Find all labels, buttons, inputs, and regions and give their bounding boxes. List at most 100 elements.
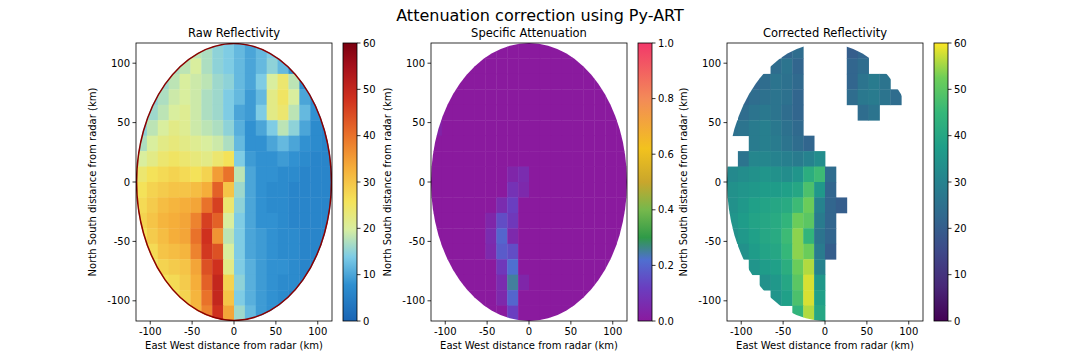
heat-cell: [583, 89, 594, 105]
heat-cell: [147, 120, 158, 136]
heat-cell: [749, 228, 760, 244]
plot-area: [136, 43, 332, 321]
heat-cell: [616, 120, 627, 136]
heat-cell: [573, 105, 584, 121]
heat-cell: [169, 259, 180, 275]
heat-cell: [169, 105, 180, 121]
heat-cell: [771, 213, 782, 229]
heat-cell: [234, 306, 245, 321]
heat-cell: [475, 120, 486, 136]
heat-cell: [605, 182, 616, 198]
heat-cell: [616, 105, 627, 121]
y-tick: [428, 241, 432, 242]
heat-cell: [267, 290, 278, 306]
heat-cell: [803, 167, 814, 183]
heat-cell: [518, 167, 529, 183]
heat-cell: [781, 105, 792, 121]
heat-cell: [321, 228, 332, 244]
heat-cell: [453, 105, 464, 121]
heat-cell: [760, 74, 771, 90]
heat-cell: [792, 43, 803, 59]
heat-cell: [267, 228, 278, 244]
heat-cell: [201, 244, 212, 260]
heat-cell: [180, 244, 191, 260]
heat-cell: [496, 228, 507, 244]
heat-cell: [781, 197, 792, 213]
heat-cell: [464, 89, 475, 105]
heat-cell: [496, 290, 507, 306]
heat-cell: [431, 182, 442, 198]
y-tick-label: -100: [698, 295, 721, 306]
heat-cell: [190, 228, 201, 244]
heat-cell: [760, 213, 771, 229]
heat-cell: [464, 167, 475, 183]
colorbar-tick: [357, 43, 361, 44]
heat-cell: [771, 151, 782, 167]
heat-cell: [562, 197, 573, 213]
heat-cell: [605, 213, 616, 229]
heat-cell: [605, 151, 616, 167]
heat-cell: [583, 167, 594, 183]
heat-cell: [278, 306, 289, 321]
heat-cell: [464, 259, 475, 275]
heat-cell: [814, 275, 825, 291]
heat-cell: [551, 306, 562, 321]
heat-cell: [507, 182, 518, 198]
heat-cell: [594, 244, 605, 260]
heat-cell: [792, 228, 803, 244]
heat-cell: [169, 182, 180, 198]
y-tick: [724, 122, 728, 123]
y-tick: [428, 122, 432, 123]
heat-cell: [180, 74, 191, 90]
heat-cell: [475, 43, 486, 59]
heat-cell: [760, 151, 771, 167]
heat-cell: [529, 182, 540, 198]
heat-cell: [858, 43, 869, 59]
heat-cell: [496, 213, 507, 229]
heat-cell: [792, 105, 803, 121]
heat-cell: [190, 136, 201, 152]
heat-cell: [551, 213, 562, 229]
heat-cell: [223, 89, 234, 105]
colorbar-tick-label: 0: [363, 316, 369, 327]
heat-cell: [518, 58, 529, 74]
x-tick-label: 0: [822, 326, 828, 337]
heat-cell: [485, 105, 496, 121]
heat-cell: [727, 182, 738, 198]
heat-cell: [781, 244, 792, 260]
heat-cell: [464, 58, 475, 74]
heat-cell: [540, 275, 551, 291]
colorbar-tick-label: 20: [363, 223, 376, 234]
heat-cell: [792, 197, 803, 213]
heat-cell: [803, 213, 814, 229]
y-tick: [724, 241, 728, 242]
colorbar-tick: [652, 98, 656, 99]
heat-cell: [299, 136, 310, 152]
heat-cell: [288, 290, 299, 306]
heat-cell: [749, 259, 760, 275]
heat-cell: [781, 43, 792, 59]
heat-cell: [573, 43, 584, 59]
heat-cell: [583, 228, 594, 244]
heat-cell: [158, 259, 169, 275]
heat-cell: [507, 151, 518, 167]
heat-cell: [256, 182, 267, 198]
heat-cell: [551, 167, 562, 183]
heat-cell: [605, 244, 616, 260]
heat-cell: [147, 167, 158, 183]
heat-cell: [562, 58, 573, 74]
heat-cell: [803, 228, 814, 244]
y-tick: [428, 182, 432, 183]
colorbar-tick-label: 30: [954, 177, 967, 188]
axes-frame: [431, 43, 627, 321]
heat-cell: [136, 105, 147, 121]
colorbar-tick-label: 10: [363, 269, 376, 280]
colorbar-tick: [357, 135, 361, 136]
heat-cell: [212, 89, 223, 105]
heat-cell: [475, 259, 486, 275]
heat-cell: [223, 74, 234, 90]
heat-cell: [760, 120, 771, 136]
heat-cell: [256, 167, 267, 183]
heat-cell: [223, 120, 234, 136]
heat-cell: [540, 182, 551, 198]
